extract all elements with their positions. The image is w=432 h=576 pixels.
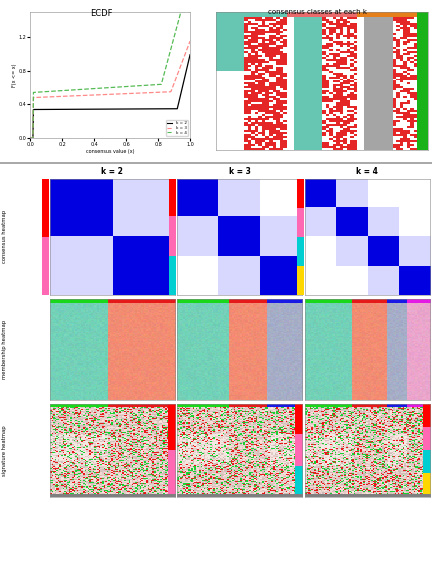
Text: signature heatmap: signature heatmap	[2, 426, 7, 476]
Bar	[42, 179, 49, 237]
Text: consensus classes at each k: consensus classes at each k	[268, 9, 367, 14]
Bar	[297, 207, 304, 237]
Y-axis label: F(x <= x): F(x <= x)	[12, 63, 17, 86]
Bar	[42, 237, 49, 295]
Bar	[297, 266, 304, 295]
X-axis label: consensus value (x): consensus value (x)	[86, 149, 134, 154]
Bar	[169, 179, 176, 217]
Bar	[297, 179, 304, 207]
Text: k = 2: k = 2	[102, 166, 123, 176]
Bar	[169, 256, 176, 295]
Text: ECDF: ECDF	[90, 9, 113, 18]
Text: k = 4: k = 4	[356, 166, 378, 176]
Bar	[169, 217, 176, 256]
Text: k = 3: k = 3	[229, 166, 251, 176]
Text: membership heatmap: membership heatmap	[2, 320, 7, 379]
Bar	[297, 237, 304, 266]
Text: consensus heatmap: consensus heatmap	[2, 210, 7, 263]
Legend: k = 2, k = 3, k = 4: k = 2, k = 3, k = 4	[166, 120, 188, 136]
